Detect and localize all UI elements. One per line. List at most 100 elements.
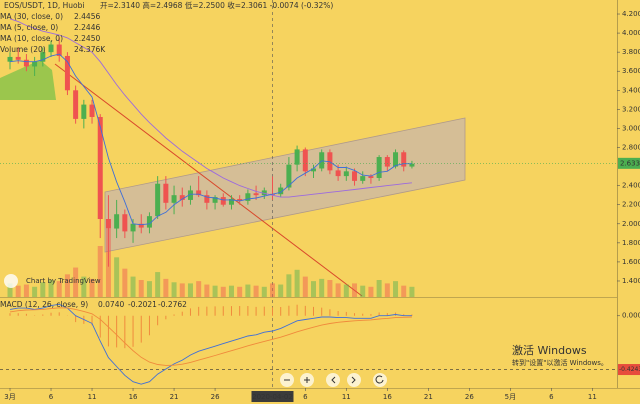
last-price-label: 2.6339 (620, 159, 640, 167)
y-tick-label: 1.8000 (622, 239, 640, 247)
x-tick-label: 26 (465, 393, 474, 401)
volume-bar (409, 286, 415, 297)
volume-bar (237, 286, 243, 297)
volume-bar (261, 286, 267, 297)
volume-bar (138, 280, 144, 297)
volume-bar (114, 257, 120, 297)
volume-bar (15, 285, 21, 297)
pattern-shape (0, 60, 56, 100)
zoom-in-icon (304, 377, 310, 383)
candle-body (360, 176, 366, 181)
indicator-value: 2.4456 (74, 12, 100, 21)
candle-body (368, 176, 374, 179)
candle-body (138, 223, 144, 228)
candle-body (220, 197, 226, 205)
indicator-value: 2.2446 (74, 23, 100, 32)
x-tick-label: 21 (424, 393, 433, 401)
x-tick-label: 11 (588, 393, 597, 401)
candle-body (261, 190, 267, 196)
volume-bar (122, 268, 128, 297)
ma-line (9, 18, 412, 198)
x-tick-label: 11 (88, 393, 97, 401)
reset-button[interactable] (373, 373, 387, 387)
candle-body (73, 90, 79, 119)
indicator-value: 24.376K (74, 45, 106, 54)
candle-body (302, 149, 308, 172)
candle-body (311, 168, 317, 172)
macd-line (9, 303, 412, 385)
volume-bar (311, 281, 317, 297)
candle-body (327, 152, 333, 171)
volume-bar (56, 281, 62, 297)
y-tick-label: 2.8000 (622, 143, 640, 151)
candle-body (64, 55, 70, 91)
volume-bar (81, 276, 87, 297)
volume-bar (146, 281, 152, 297)
candle-body (212, 197, 218, 203)
candle-body (122, 214, 128, 232)
scroll-left-button[interactable] (326, 373, 340, 387)
volume-bar (401, 285, 407, 297)
volume-bar (155, 272, 161, 297)
candle-body (376, 157, 382, 179)
watermark-title: 激活 Windows (512, 343, 587, 357)
macd-value: -0.2762 (158, 300, 187, 309)
volume-bar (352, 283, 358, 297)
candle-body (187, 190, 193, 200)
y-tick-label: 3.6000 (622, 67, 640, 75)
candle-body (89, 104, 95, 117)
volume-bar (23, 284, 29, 297)
candle-body (393, 152, 399, 167)
ohlc-label: 开=2.3140 高=2.4968 低=2.2500 收=2.3061 -0.0… (100, 0, 333, 10)
candle-body (171, 195, 177, 203)
volume-bar (319, 278, 325, 297)
candle-body (228, 198, 234, 205)
y-tick-label: 2.2000 (622, 201, 640, 209)
x-tick-label: 6 (549, 393, 554, 401)
candle-body (40, 52, 46, 62)
x-tick-label: 26 (211, 393, 220, 401)
candle-body (409, 163, 415, 167)
volume-bar (376, 280, 382, 297)
candle-body (204, 195, 210, 203)
macd-marker-bg (618, 364, 640, 376)
volume-bar (196, 281, 202, 297)
x-tick-label: 16 (129, 393, 138, 401)
y-tick-label: 3.2000 (622, 105, 640, 113)
volume-bar (7, 283, 13, 297)
y-tick-label: 3.4000 (622, 86, 640, 94)
candle-body (237, 198, 243, 201)
y-tick-label: 2.4000 (622, 182, 640, 190)
symbol-title: EOS/USDT, 1D, Huobi (4, 1, 84, 10)
badge-text[interactable]: Chart by TradingView (26, 277, 101, 285)
candle-body (335, 170, 341, 177)
candle-body (15, 56, 21, 60)
macd-marker-label: -0.4243 (619, 366, 640, 373)
volume-bar (393, 281, 399, 297)
reset-icon (375, 375, 384, 384)
volume-bar (294, 269, 300, 297)
macd-value: 0.0740 (98, 300, 124, 309)
x-tick-label: 3月 (4, 393, 15, 401)
volume-bar (335, 283, 341, 297)
nav-buttons (280, 373, 387, 387)
volume-bar (48, 280, 54, 297)
x-tick-label: 6 (49, 393, 54, 401)
candle-body (32, 61, 38, 67)
scroll-right-button[interactable] (347, 373, 361, 387)
candle-body (286, 164, 292, 188)
candle-body (163, 183, 169, 203)
macd-tick-label: 0.0000 (622, 312, 640, 320)
volume-bar (245, 284, 251, 297)
candle-body (253, 193, 259, 196)
candle-body (294, 149, 300, 165)
crosshair-label-bg (251, 391, 294, 402)
badge-icon (4, 274, 18, 288)
candle-body (130, 223, 136, 232)
candle-body (179, 195, 185, 200)
volume-bar (228, 285, 234, 297)
candle-body (196, 190, 202, 196)
indicator-name: MA (30, close, 0) (0, 12, 63, 21)
